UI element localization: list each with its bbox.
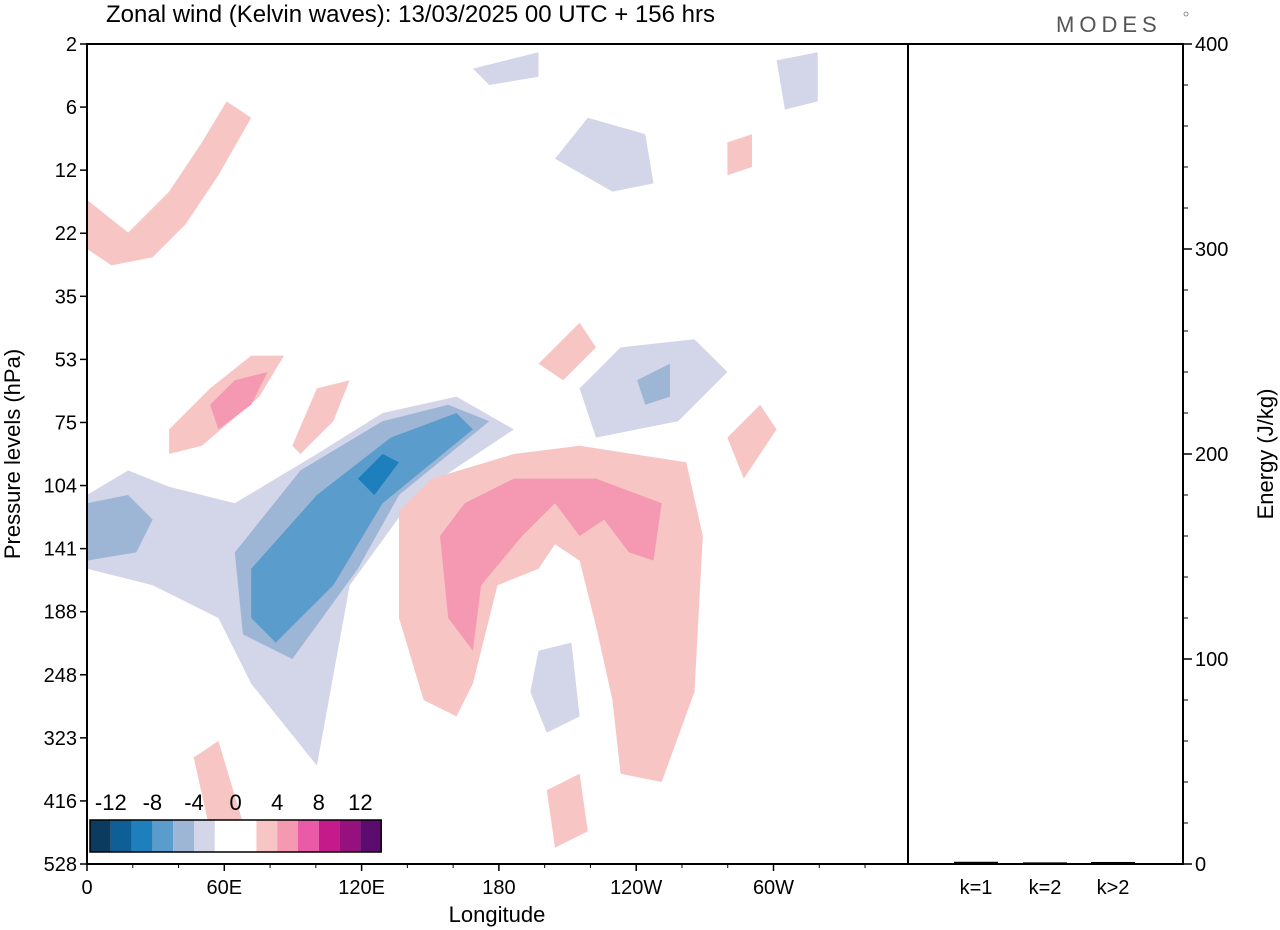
- colorbar-label: -4: [184, 790, 204, 815]
- contour-region-15: [538, 322, 596, 381]
- colorbar-label: 12: [348, 790, 372, 815]
- energy-tick-label: 200: [1195, 444, 1228, 466]
- y-tick-label: 12: [55, 160, 77, 182]
- x-tick-label: 60W: [753, 877, 794, 899]
- contour-region-20: [440, 478, 662, 651]
- contour-region-13: [292, 380, 350, 454]
- contour-region-3: [530, 642, 580, 733]
- x-tick-label: 0: [81, 877, 92, 899]
- energy-category-label: k=1: [960, 877, 993, 899]
- contour-region-16: [193, 741, 243, 832]
- contour-region-8: [637, 363, 670, 405]
- energy-tick-label: 300: [1195, 239, 1228, 261]
- colorbar-label: 0: [229, 790, 241, 815]
- y-tick-label: 141: [44, 539, 77, 561]
- contour-region-19: [727, 134, 752, 176]
- contour-region-14: [87, 101, 252, 266]
- y-axis: 2 6 12 22 35 53 75 104 141 188 248 323 416 528: [44, 34, 87, 876]
- colorbar-swatch: [298, 820, 319, 852]
- x-tick-label: 180: [482, 877, 515, 899]
- y-tick-label: 528: [44, 854, 77, 876]
- colorbar-label: 4: [271, 790, 283, 815]
- colorbar-swatch: [256, 820, 278, 852]
- energy-axis-label: Energy (J/kg): [1253, 389, 1278, 520]
- colorbar-swatch: [235, 820, 257, 852]
- energy-x-axis: k=1 k=2 k>2: [960, 877, 1130, 899]
- colorbar-swatch: [90, 820, 111, 852]
- colorbar-label: 8: [313, 790, 325, 815]
- energy-bar: [1023, 862, 1067, 864]
- y-tick-label: 6: [66, 97, 77, 119]
- y-tick-label: 22: [55, 223, 77, 245]
- y-tick-label: 35: [55, 286, 77, 308]
- colorbar-swatch: [194, 820, 215, 852]
- colorbar-label: -12: [95, 790, 127, 815]
- y-tick-label: 75: [55, 412, 77, 434]
- x-tick-label: 60E: [207, 877, 243, 899]
- x-tick-label: 120W: [610, 877, 662, 899]
- colorbar-swatch: [110, 820, 132, 852]
- x-axis-label: Longitude: [449, 902, 546, 927]
- y-tick-label: 53: [55, 349, 77, 371]
- y-tick-label: 2: [66, 34, 77, 56]
- energy-panel: 0 100 200 300 400 k=1 k=2 k>2 Energy (J/kg): [907, 34, 1278, 899]
- energy-y-axis: 0 100 200 300 400: [1183, 34, 1228, 876]
- energy-category-label: k>2: [1097, 877, 1130, 899]
- colorbar-swatch: [131, 820, 153, 852]
- colorbar-swatch: [339, 820, 361, 852]
- y-tick-label: 104: [44, 476, 77, 498]
- energy-tick-label: 400: [1195, 34, 1228, 56]
- contour-region-2: [555, 117, 654, 192]
- colorbar-swatch: [360, 820, 382, 852]
- brand-logo: MODES: [1056, 12, 1162, 37]
- contour-region-18: [727, 404, 777, 479]
- energy-bar: [1091, 861, 1135, 864]
- contour-region-9: [251, 413, 473, 643]
- chart-title: Zonal wind (Kelvin waves): 13/03/2025 00…: [106, 1, 715, 28]
- y-tick-label: 248: [44, 665, 77, 687]
- energy-tick-label: 100: [1195, 649, 1228, 671]
- y-axis-label: Pressure levels (hPa): [0, 349, 25, 559]
- colorbar-frame: [89, 819, 382, 853]
- registered-mark-icon: [1183, 11, 1189, 17]
- colorbar-swatch: [173, 820, 194, 852]
- energy-panel-frame: [907, 43, 1184, 865]
- hovmoller-panel: -12 -8 -4 0 4 8 12 0 60E 120E 180 120W 60W 2 6 12 22 35…: [0, 34, 909, 927]
- energy-tick-label: 0: [1195, 854, 1206, 876]
- x-axis: 0 60E 120E 180 120W 60W: [81, 864, 866, 899]
- colorbar-swatch: [152, 820, 174, 852]
- contour-region-5: [776, 52, 818, 110]
- contour-region-21: [210, 372, 268, 430]
- colorbar-swatch: [318, 820, 340, 852]
- plot-area-background: [87, 44, 908, 864]
- colorbar-label: -8: [143, 790, 163, 815]
- y-tick-label: 416: [44, 791, 77, 813]
- x-tick-label: 120E: [338, 877, 385, 899]
- colorbar-swatch: [277, 820, 298, 852]
- y-tick-label: 188: [44, 602, 77, 624]
- contour-layer: [87, 52, 818, 848]
- contour-region-17: [546, 773, 588, 848]
- energy-category-label: k=2: [1029, 877, 1062, 899]
- contour-region-4: [472, 52, 539, 85]
- energy-bar: [954, 861, 998, 864]
- colorbar: -12 -8 -4 0 4 8 12: [89, 790, 382, 853]
- colorbar-swatch: [214, 820, 236, 852]
- y-tick-label: 323: [44, 728, 77, 750]
- contour-region-10: [357, 454, 399, 495]
- energy-bars: [954, 861, 1135, 864]
- contour-region-6: [87, 495, 153, 561]
